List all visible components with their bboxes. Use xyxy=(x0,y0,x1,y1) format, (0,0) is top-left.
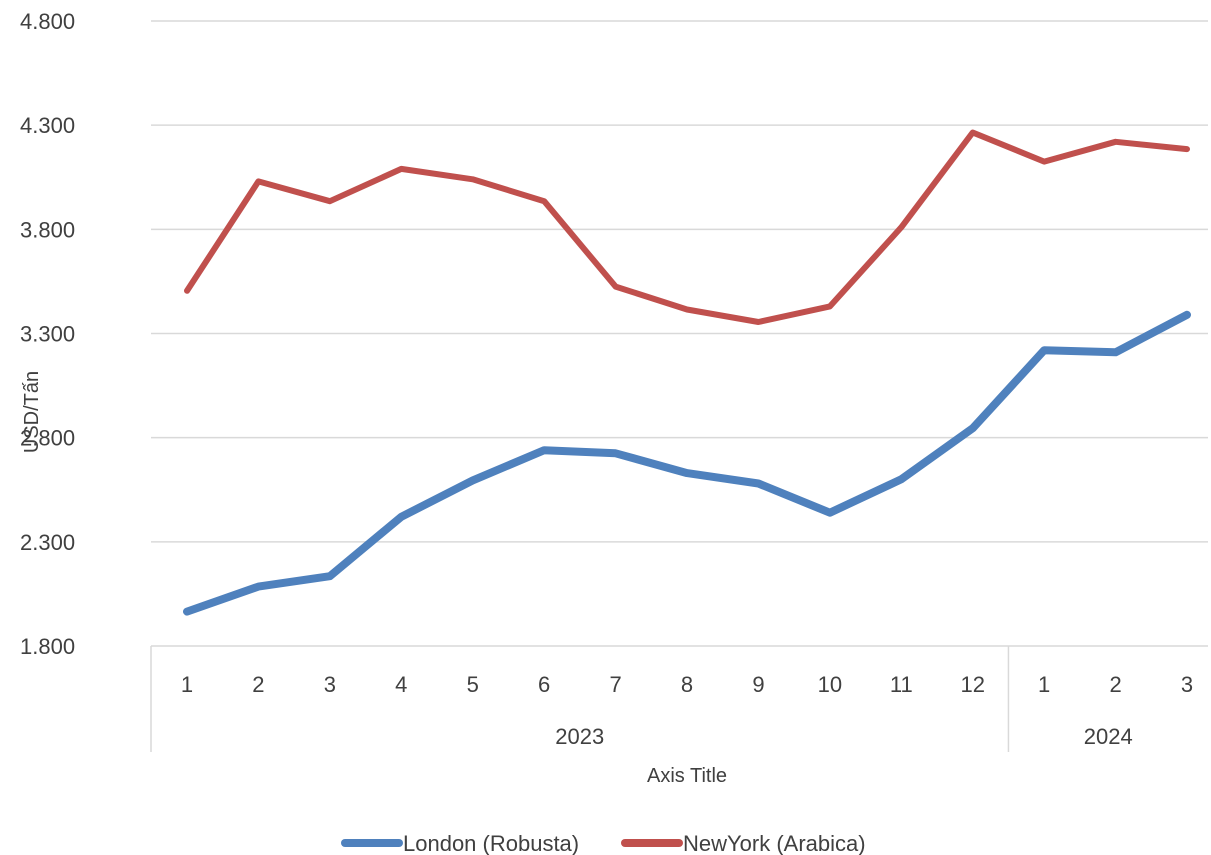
x-tick-label: 11 xyxy=(890,672,913,697)
x-tick-label: 9 xyxy=(752,672,764,697)
x-tick-label: 6 xyxy=(538,672,550,697)
series-line xyxy=(183,310,1191,616)
x-tick-label: 8 xyxy=(681,672,693,697)
y-axis-ticks: 1.800 2.300 2.800 3.300 3.800 4.300 4.800 xyxy=(20,9,75,659)
y-tick-label: 2.800 xyxy=(20,426,75,451)
x-tick-label: 2 xyxy=(1109,672,1121,697)
y-tick-label: 3.300 xyxy=(20,322,75,347)
x-axis-title: Axis Title xyxy=(647,765,727,787)
y-tick-label: 1.800 xyxy=(20,634,75,659)
x-tick-label: 1 xyxy=(181,672,193,697)
series-lines xyxy=(183,129,1191,616)
legend: London (Robusta) NewYork (Arabica) xyxy=(341,831,866,855)
x-tick-label: 10 xyxy=(818,672,842,697)
x-group-label: 2023 xyxy=(555,724,604,749)
x-tick-label: 1 xyxy=(1038,672,1050,697)
y-tick-label: 3.800 xyxy=(20,217,75,242)
x-tick-label: 3 xyxy=(324,672,336,697)
x-tick-label: 3 xyxy=(1181,672,1193,697)
x-tick-label: 7 xyxy=(609,672,621,697)
series-line xyxy=(184,129,1190,325)
x-group-label: 2024 xyxy=(1084,724,1133,749)
gridlines xyxy=(151,20,1208,647)
y-tick-label: 4.800 xyxy=(20,9,75,34)
x-tick-label: 12 xyxy=(960,672,984,697)
y-tick-label: 2.300 xyxy=(20,530,75,555)
y-tick-label: 4.300 xyxy=(20,113,75,138)
legend-label: NewYork (Arabica) xyxy=(683,831,866,855)
x-tick-label: 5 xyxy=(467,672,479,697)
x-tick-label: 2 xyxy=(252,672,264,697)
y-axis-title: USD/Tấn xyxy=(21,371,43,453)
legend-label: London (Robusta) xyxy=(403,831,579,855)
x-tick-label: 4 xyxy=(395,672,407,697)
